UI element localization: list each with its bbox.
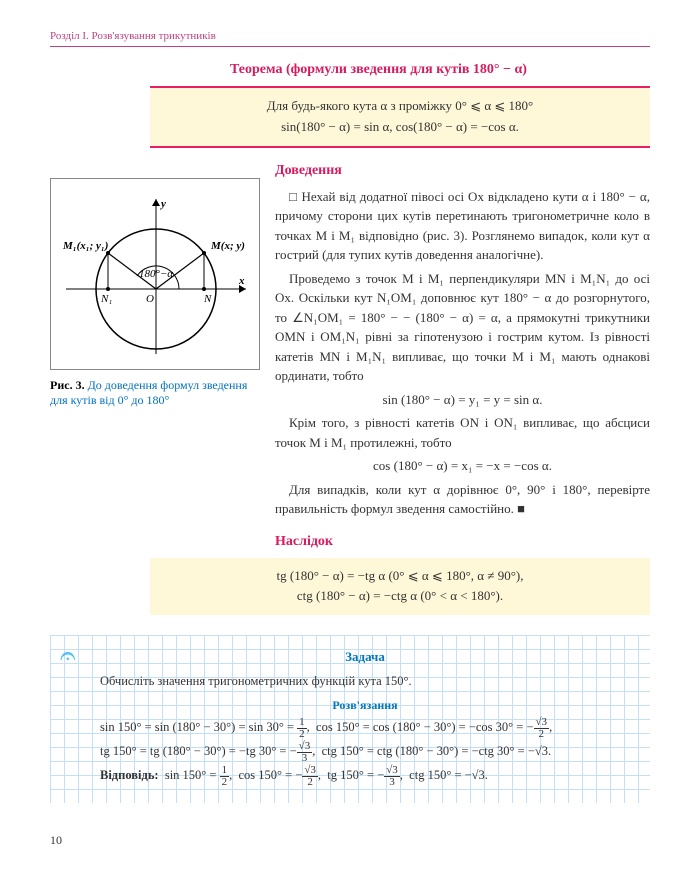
figure-3: 180°−α M(x; y) M₁(x₁; y₁) N N₁ O y x — [50, 178, 260, 370]
proof-p1: □ Нехай від додатної півосі осі Ox відкл… — [275, 187, 650, 265]
svg-text:y: y — [159, 198, 166, 210]
paperclip-icon: 𝄐 — [60, 630, 76, 683]
theorem-line2: sin(180° − α) = sin α, cos(180° − α) = −… — [170, 117, 630, 138]
answer-line: Відповідь: sin 150° = 12, cos 150° = −√3… — [100, 764, 630, 788]
task-section: 𝄐 Задача Обчисліть значення тригонометри… — [50, 635, 650, 802]
task-title: Задача — [100, 645, 630, 670]
figure-caption: Рис. 3. До доведення формул зведення для… — [50, 378, 260, 408]
solution-line1: sin 150° = sin (180° − 30°) = sin 30° = … — [100, 716, 630, 740]
svg-text:N₁: N₁ — [100, 293, 112, 305]
consequence-header: Наслідок — [275, 531, 650, 552]
task-statement: Обчисліть значення тригонометричних функ… — [100, 670, 630, 694]
svg-text:M₁(x₁; y₁): M₁(x₁; y₁) — [62, 240, 108, 252]
consequence-box: tg (180° − α) = −tg α (0° ⩽ α ⩽ 180°, α … — [150, 558, 650, 616]
consequence-line2: ctg (180° − α) = −ctg α (0° < α < 180°). — [170, 586, 630, 607]
figure-label: Рис. 3. — [50, 378, 85, 392]
proof-header: Доведення — [275, 160, 650, 181]
svg-text:180°−α: 180°−α — [139, 268, 173, 280]
theorem-line1: Для будь-якого кута α з проміжку 0° ⩽ α … — [170, 96, 630, 117]
proof-p4: Для випадків, коли кут α дорівнює 0°, 90… — [275, 480, 650, 519]
theorem-statement-box: Для будь-якого кута α з проміжку 0° ⩽ α … — [150, 86, 650, 148]
solution-line2: tg 150° = tg (180° − 30°) = −tg 30° = −√… — [100, 740, 630, 764]
theorem-title: Теорема (формули зведення для кутів 180°… — [230, 62, 650, 78]
formula-sin: sin (180° − α) = y₁ = y = sin α. — [275, 390, 650, 410]
svg-text:N: N — [203, 293, 212, 305]
answer-label: Відповідь: — [100, 768, 159, 782]
section-header: Розділ І. Розв'язування трикутників — [50, 30, 650, 47]
svg-text:x: x — [238, 275, 245, 287]
proof-p3: Крім того, з рівності катетів ON і ON₁ в… — [275, 413, 650, 452]
solve-title: Розв'язання — [100, 694, 630, 717]
formula-cos: cos (180° − α) = x₁ = −x = −cos α. — [275, 456, 650, 476]
svg-text:O: O — [146, 293, 154, 305]
proof-p2: Проведемо з точок M і M₁ перпендикуляри … — [275, 269, 650, 386]
consequence-line1: tg (180° − α) = −tg α (0° ⩽ α ⩽ 180°, α … — [170, 566, 630, 587]
page-number: 10 — [0, 833, 690, 848]
svg-text:M(x; y): M(x; y) — [210, 240, 245, 252]
